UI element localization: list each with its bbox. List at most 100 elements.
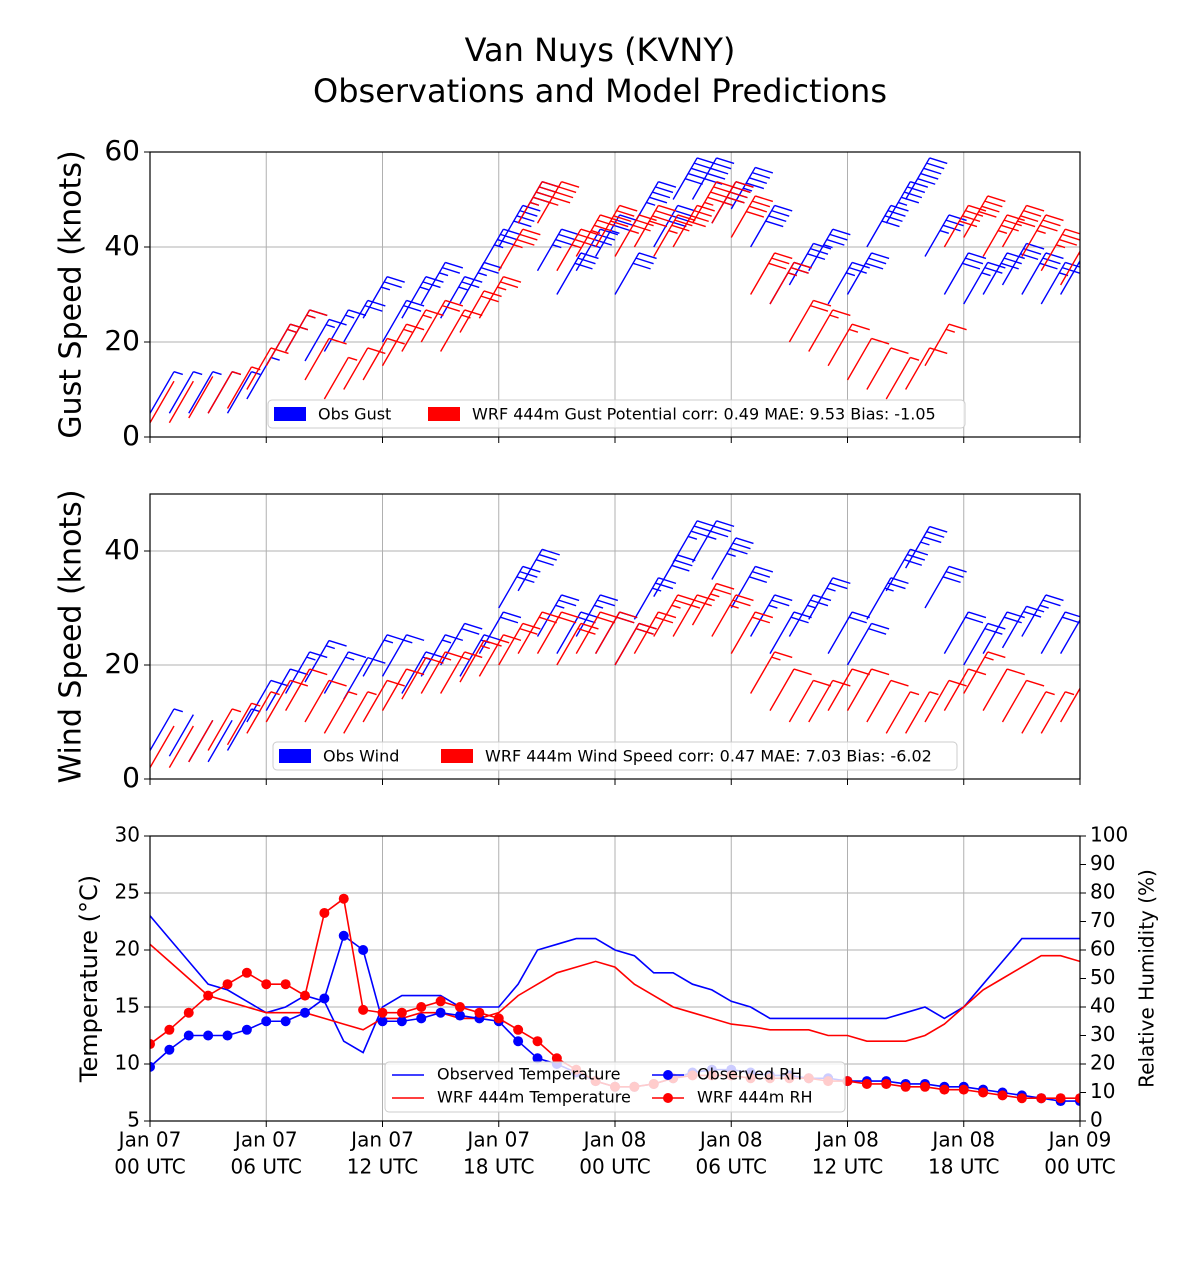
rh-point [319, 907, 330, 918]
wind-barb [246, 679, 289, 723]
y2-tick-label: 100 [1090, 823, 1128, 847]
x-tick-label: Jan 07 [465, 1128, 530, 1152]
rh-point [222, 1030, 233, 1041]
wind-barb [517, 181, 560, 224]
wind-barb [808, 577, 851, 620]
wind-barb [1060, 687, 1080, 723]
wind-barb [691, 582, 735, 626]
rh-point [319, 993, 330, 1004]
wind-barb [188, 371, 222, 414]
wind-barb [788, 679, 832, 723]
legend-label: WRF 444m Wind Speed corr: 0.47 MAE: 7.03… [485, 747, 932, 766]
rh-point [920, 1081, 930, 1092]
y-tick-label: 15 [115, 994, 140, 1018]
wind-barb [285, 668, 328, 711]
wind-barb [536, 181, 580, 224]
wind-barb [150, 708, 184, 751]
wind-barb [478, 228, 522, 272]
wind-barb [885, 691, 920, 734]
wind-barb [1001, 204, 1045, 248]
wind-barb [343, 691, 377, 734]
x-tick-label: Jan 08 [814, 1128, 879, 1152]
wind-barb [304, 639, 347, 683]
y-axis-label: Gust Speed (knots) [54, 150, 89, 438]
x-tick-label: 00 UTC [579, 1155, 650, 1179]
plot-frame [149, 151, 1081, 438]
wind-barb [769, 668, 812, 711]
x-tick-label: 06 UTC [696, 1155, 767, 1179]
y-tick-label: 5 [127, 1108, 140, 1132]
wind-barb [1060, 259, 1080, 295]
y-tick-label: 0 [122, 761, 140, 794]
wind-barb [827, 323, 870, 367]
wind-barb [711, 181, 754, 224]
wind-barb [168, 725, 194, 768]
wind-barb [459, 639, 502, 683]
wind-barb [905, 691, 939, 734]
wind-barb [478, 276, 522, 319]
wind-barb [730, 611, 774, 654]
wind-barb [150, 380, 175, 424]
wind-barb [691, 157, 735, 200]
y2-tick-label: 40 [1090, 994, 1115, 1018]
wind-barb [575, 214, 619, 257]
rh-point [455, 1010, 465, 1021]
rh-point [183, 1007, 194, 1018]
wind-barb [556, 622, 599, 666]
y-tick-label: 10 [115, 1051, 140, 1075]
wind-barb [478, 634, 522, 677]
wind-barb [750, 252, 793, 295]
x-tick-label: 00 UTC [114, 1155, 185, 1179]
wind-barb [1060, 250, 1080, 286]
wind-barb [982, 252, 1025, 295]
wind-barb [343, 299, 386, 343]
wind-barb [730, 166, 774, 210]
wind-barb [672, 157, 715, 200]
x-tick-label: Jan 08 [930, 1128, 995, 1152]
y2-tick-label: 10 [1090, 1079, 1115, 1103]
x-tick-label: Jan 08 [582, 1128, 647, 1152]
rh-point [280, 979, 291, 990]
wind-barb [963, 261, 1006, 305]
legend-label: Obs Gust [318, 405, 391, 424]
y2-tick-label: 0 [1090, 1108, 1103, 1132]
rh-point [338, 930, 349, 941]
wind-barb [924, 679, 967, 723]
wind-barb [595, 214, 638, 257]
rh-point [881, 1078, 892, 1089]
wind-barb [498, 622, 541, 666]
y2-tick-label: 50 [1090, 965, 1115, 989]
wind-barb [168, 714, 194, 757]
wind-barb [1060, 618, 1080, 654]
legend-label: Obs Wind [323, 747, 399, 766]
wind-barb [672, 520, 715, 563]
wind-barb [1040, 691, 1075, 734]
wind-barb [885, 356, 920, 400]
wind-barb [517, 611, 560, 654]
wind-barb [150, 725, 175, 768]
wind-barb [420, 651, 464, 694]
x-tick-label: Jan 07 [233, 1128, 298, 1152]
rh-point [513, 1036, 524, 1047]
rh-point [358, 945, 369, 955]
rh-point [300, 1007, 310, 1018]
wind-barb [323, 651, 367, 694]
rh-point [551, 1053, 562, 1064]
wind-barb [614, 622, 657, 666]
legend-swatch [428, 407, 460, 421]
wind-barb [653, 214, 696, 257]
y-tick-label: 25 [115, 880, 140, 904]
wind-barb [226, 702, 261, 746]
wind-barb [614, 214, 657, 257]
wind-barb [963, 195, 1006, 238]
rh-point [474, 1007, 485, 1018]
wind-barb [536, 594, 580, 637]
wind-barb [711, 594, 754, 637]
wind-barb [866, 577, 909, 620]
rh-point [150, 1039, 155, 1050]
rh-point [958, 1084, 969, 1095]
wind-barb [769, 261, 812, 305]
wind-barb [653, 554, 696, 597]
wind-barb [265, 679, 309, 723]
